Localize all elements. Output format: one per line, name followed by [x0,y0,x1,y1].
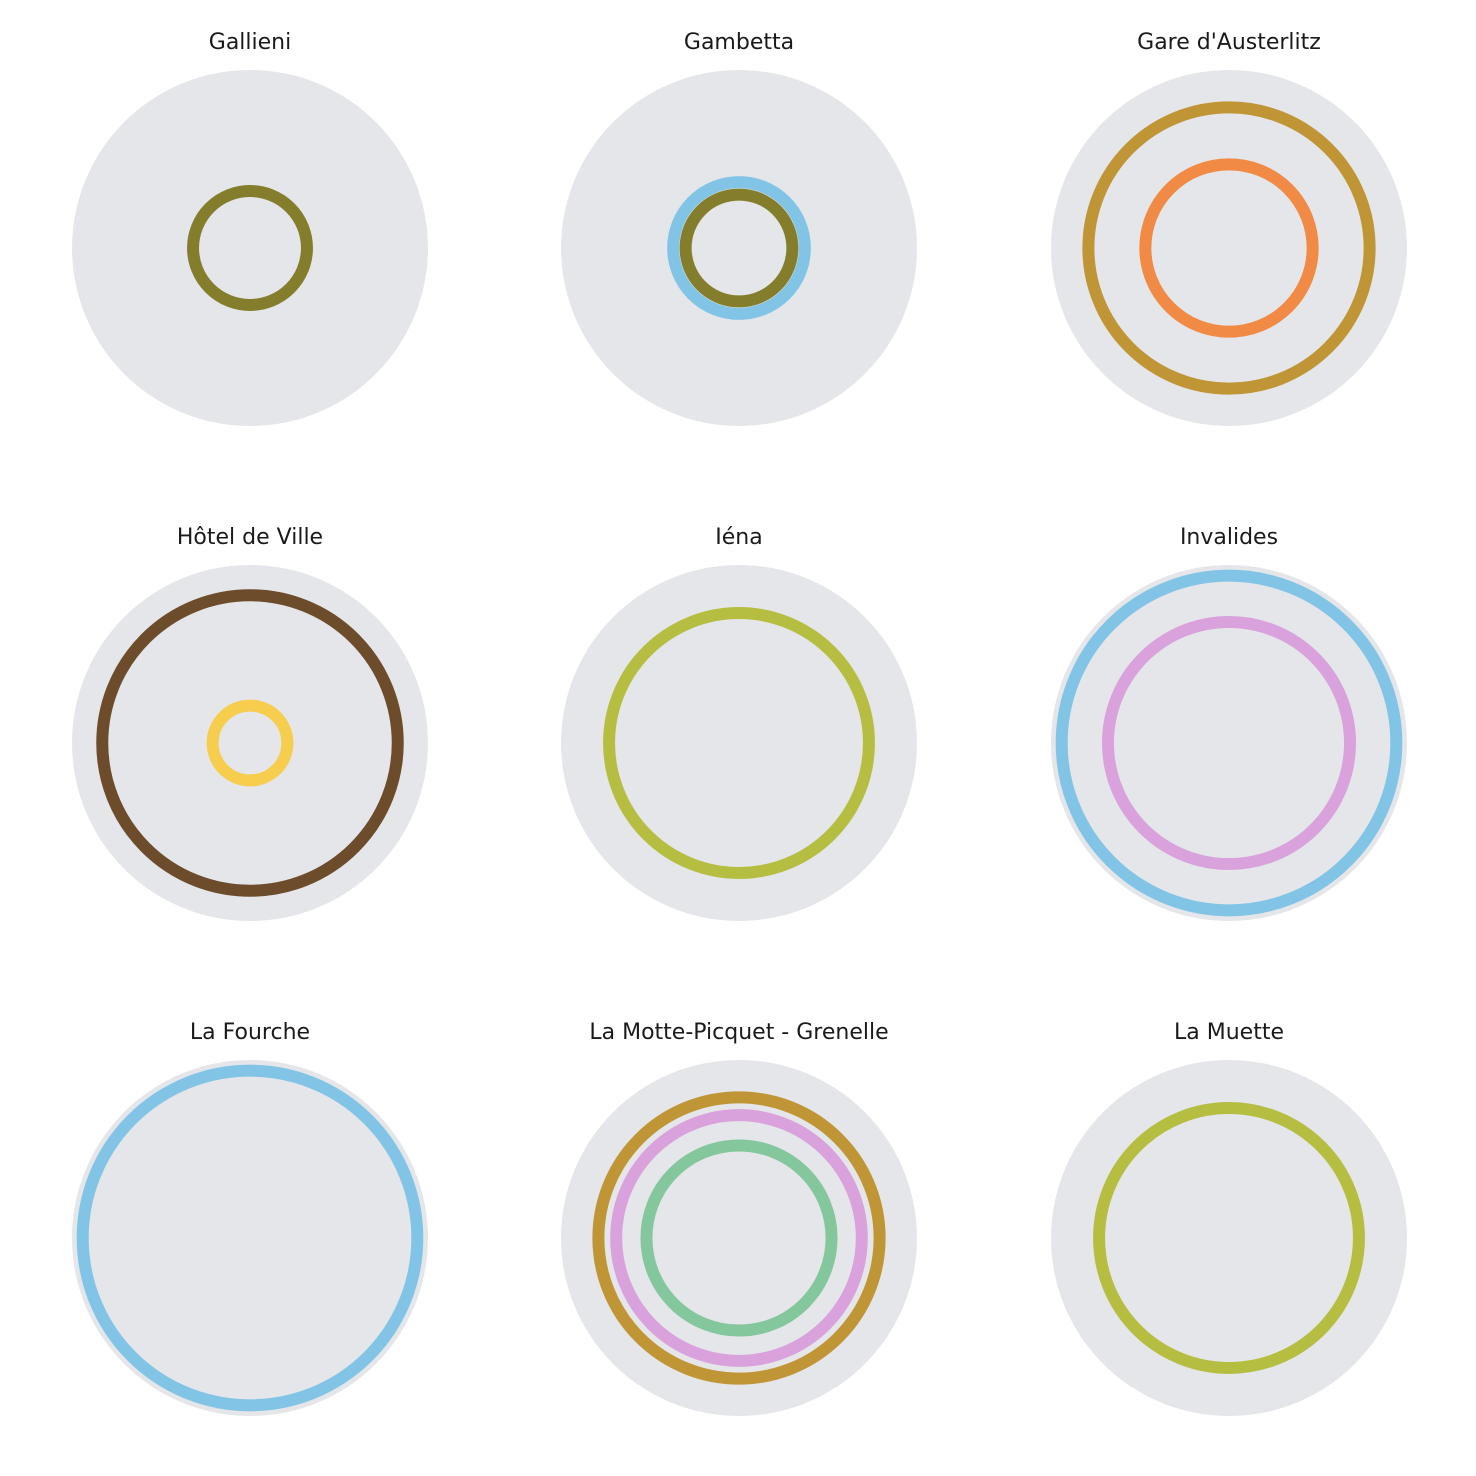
line-ring [187,185,313,311]
line-ring [1101,615,1357,871]
panel-background-disc [72,565,428,921]
station-panel: Hôtel de Ville [72,525,428,921]
line-ring [667,176,811,320]
panel-title: Gare d'Austerlitz [1137,30,1321,55]
station-panel: Invalides [1051,525,1407,921]
line-ring [206,699,294,787]
panel-title: La Muette [1174,1020,1284,1045]
line-ring [610,1109,868,1367]
line-ring [96,589,404,897]
station-panel: Gambetta [561,30,917,426]
panel-title: Iéna [715,525,762,550]
line-ring [592,1091,886,1385]
line-ring [679,188,799,308]
panel-title: Gambetta [684,30,794,55]
panel-title: Gallieni [209,30,291,55]
station-panel: La Muette [1051,1020,1407,1416]
panel-title: Invalides [1180,525,1278,550]
panel-title: La Motte-Picquet - Grenelle [589,1020,888,1045]
panel-background-disc [72,70,428,426]
station-panel: La Motte-Picquet - Grenelle [561,1020,917,1416]
panel-title: Hôtel de Ville [177,525,323,550]
panel-background-disc [72,1060,428,1416]
panel-background-disc [561,70,917,426]
panel-background-disc [1051,70,1407,426]
line-ring [1082,101,1376,395]
station-panel: La Fourche [72,1020,428,1416]
line-ring [1093,1102,1365,1374]
station-panel: Iéna [561,525,917,921]
station-panel: Gallieni [72,30,428,426]
line-ring [1139,158,1319,338]
station-panel: Gare d'Austerlitz [1051,30,1407,426]
line-ring [640,1139,838,1337]
line-ring [1055,569,1403,917]
panel-title: La Fourche [190,1020,310,1045]
line-ring [76,1064,424,1412]
line-ring [603,607,875,879]
